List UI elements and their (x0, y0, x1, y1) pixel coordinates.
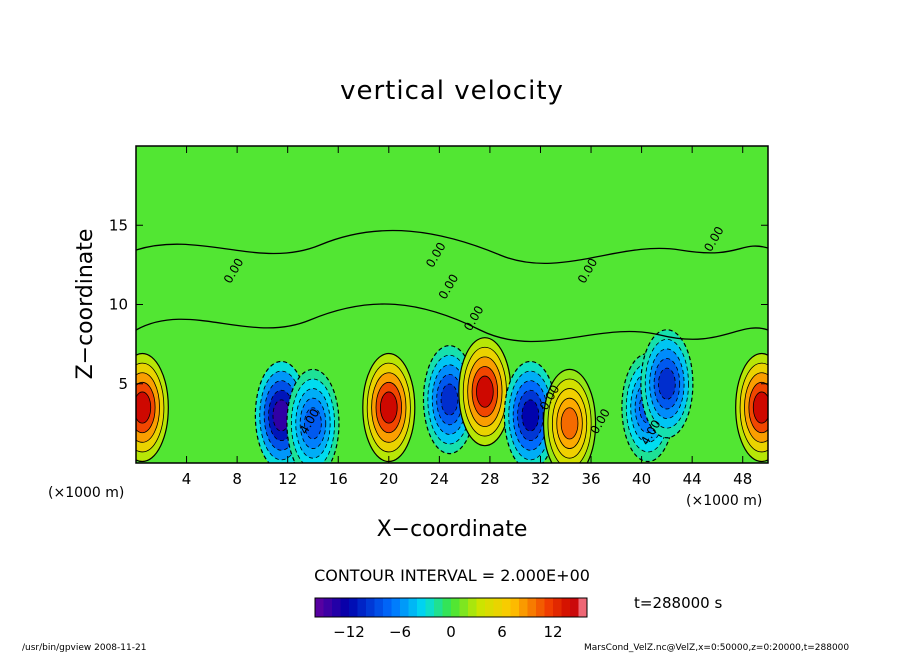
colorbar-segment (383, 598, 392, 617)
x-tick-label: 28 (480, 470, 499, 488)
x-tick-label: 48 (733, 470, 752, 488)
contour-cell-2-level-4 (304, 407, 322, 440)
colorbar-segment (493, 598, 503, 617)
contour-cell-5-level-4 (476, 375, 494, 408)
time-label: t=288000 s (634, 594, 723, 612)
colorbar-segment (527, 598, 537, 617)
x-axis-label: X−coordinate (377, 517, 528, 542)
contour-cell-10-level-4 (752, 391, 768, 424)
colorbar-segment (340, 598, 350, 617)
x-tick-label: 24 (430, 470, 449, 488)
colorbar-segment (544, 598, 554, 617)
colorbar-ticks: −12 −6 0 6 12 (333, 623, 562, 641)
contour-cell-4-level-4 (440, 383, 459, 416)
colorbar-segment (451, 598, 460, 617)
y-tick-label: 5 (118, 375, 128, 393)
x-tick-label: 20 (379, 470, 398, 488)
x-tick-label: 40 (632, 470, 651, 488)
plot-area (136, 146, 768, 463)
colorbar-segment (349, 598, 358, 617)
x-tick-label: 32 (531, 470, 550, 488)
colorbar-tick-label: 6 (497, 623, 507, 641)
colorbar-segment (485, 598, 494, 617)
x-tick-label: 8 (232, 470, 242, 488)
colorbar-segment (434, 598, 443, 617)
colorbar-tick-label: 12 (543, 623, 562, 641)
y-tick-label: 10 (109, 296, 128, 314)
contour-interval: CONTOUR INTERVAL = 2.000E+00 (314, 566, 590, 585)
colorbar-segment (536, 598, 545, 617)
y-axis: 5 10 15 (109, 216, 768, 393)
colorbar-segment (400, 598, 409, 617)
colorbar-segment (391, 598, 401, 617)
colorbar-tick-label: −12 (333, 623, 365, 641)
x-tick-label: 44 (683, 470, 702, 488)
colorbar-segment (366, 598, 375, 617)
colorbar-segment (459, 598, 469, 617)
colorbar-tick-label: 0 (446, 623, 456, 641)
y-axis-label: Z−coordinate (73, 229, 98, 380)
colorbar-segment (374, 598, 384, 617)
colorbar-segment (561, 598, 571, 617)
contour-cell-7-level-4 (560, 407, 579, 440)
colorbar-segment (476, 598, 486, 617)
y-tick-label: 15 (109, 216, 128, 234)
colorbar-tick-label: −6 (389, 623, 411, 641)
colorbar-segment (578, 598, 588, 617)
colorbar-frame (314, 597, 588, 618)
x-tick-label: 16 (329, 470, 348, 488)
x-axis: 4 8 12 16 20 24 28 32 36 40 44 48 (182, 146, 752, 488)
colorbar-segment (357, 598, 367, 617)
contour-cell-3-level-4 (379, 391, 398, 424)
x-unit-right: (×1000 m) (686, 493, 762, 509)
colorbar-segment (332, 598, 341, 617)
colorbar-segment (315, 598, 324, 617)
zero-contour-upper (136, 229, 768, 264)
zero-contour-lower (136, 303, 768, 343)
colorbar-segment (417, 598, 426, 617)
colorbar-segment (510, 598, 520, 617)
x-tick-label: 12 (278, 470, 297, 488)
colorbar-segment (468, 598, 477, 617)
colorbar (314, 597, 588, 618)
footer-program: /usr/bin/gpview 2008-11-21 (22, 643, 147, 653)
colorbar-segment (442, 598, 452, 617)
colorbar-segment (408, 598, 418, 617)
contour-cell-9-level-4 (658, 367, 676, 400)
x-tick-label: 4 (182, 470, 192, 488)
contour-cell-6-level-4 (521, 399, 540, 432)
colorbar-segment (519, 598, 528, 617)
footer-source: MarsCond_VelZ.nc@VelZ,x=0:50000,z=0:2000… (584, 643, 850, 653)
chart-title: vertical velocity (340, 76, 564, 106)
colorbar-segment (570, 598, 579, 617)
x-tick-label: 36 (581, 470, 600, 488)
colorbar-segment (502, 598, 511, 617)
colorbar-segment (553, 598, 562, 617)
colorbar-segment (323, 598, 333, 617)
colorbar-segment (425, 598, 435, 617)
contour-cell-0-level-4 (136, 391, 152, 424)
x-unit-left: (×1000 m) (48, 485, 124, 501)
